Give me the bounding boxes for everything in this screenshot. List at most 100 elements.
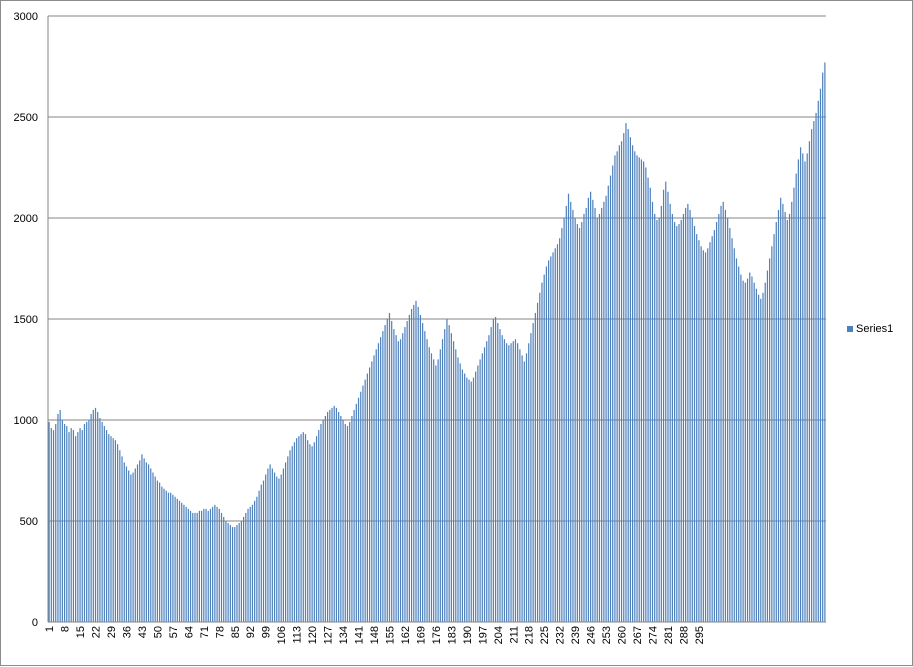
- bar: [212, 506, 214, 622]
- bar: [733, 248, 735, 623]
- y-tick-label: 1500: [14, 314, 38, 326]
- bar: [488, 335, 490, 622]
- bar: [161, 486, 163, 622]
- bar: [514, 339, 517, 622]
- bar: [61, 420, 63, 622]
- bar: [528, 343, 530, 622]
- bar: [335, 407, 338, 622]
- bar: [119, 450, 121, 622]
- bar: [307, 440, 309, 622]
- bar: [324, 415, 326, 622]
- bar: [52, 430, 55, 622]
- bar: [284, 462, 287, 622]
- x-tick-label: 197: [477, 626, 489, 644]
- y-tick-label: 1000: [14, 415, 38, 427]
- bar: [384, 325, 386, 622]
- bar: [395, 335, 397, 622]
- bar: [333, 405, 335, 622]
- bar: [245, 512, 247, 622]
- bar: [715, 222, 718, 623]
- bar: [682, 213, 685, 622]
- bar: [249, 506, 251, 622]
- bar: [698, 240, 700, 622]
- bar: [536, 302, 539, 622]
- bar: [711, 236, 713, 622]
- bar: [744, 282, 746, 622]
- bar: [216, 506, 218, 622]
- bar: [163, 488, 165, 622]
- bar: [731, 238, 733, 622]
- bar: [647, 177, 649, 622]
- bar: [746, 278, 749, 622]
- bar: [548, 260, 550, 622]
- bar: [50, 428, 52, 622]
- bar: [521, 355, 523, 622]
- bar: [391, 321, 393, 622]
- bar: [667, 191, 669, 623]
- bar: [444, 329, 446, 622]
- x-tick-label: 239: [570, 626, 582, 644]
- bar: [366, 373, 368, 622]
- bar: [393, 329, 395, 622]
- bar: [426, 339, 428, 622]
- bar: [380, 337, 382, 622]
- bar: [534, 312, 536, 622]
- x-tick-label: 183: [446, 626, 458, 644]
- x-tick-label: 204: [493, 626, 505, 644]
- bar: [640, 159, 643, 623]
- x-tick-label: 169: [415, 626, 427, 644]
- bar: [691, 218, 693, 622]
- x-tick-label: 113: [292, 626, 304, 644]
- bar: [819, 88, 822, 623]
- bar: [320, 424, 322, 622]
- bar: [178, 500, 181, 622]
- bar: [552, 252, 554, 622]
- bar: [136, 464, 139, 622]
- bar: [322, 420, 324, 622]
- bar: [722, 201, 724, 622]
- bar: [183, 504, 185, 622]
- bar: [315, 436, 318, 622]
- bar: [775, 222, 777, 623]
- bar: [519, 349, 521, 622]
- bar: [165, 490, 167, 622]
- bar: [475, 371, 477, 622]
- bar: [685, 207, 687, 622]
- bar: [623, 133, 625, 622]
- bar: [764, 282, 766, 622]
- bar: [304, 434, 307, 622]
- bar: [99, 417, 101, 622]
- bar: [262, 480, 265, 622]
- bar: [159, 482, 161, 622]
- bar: [267, 468, 269, 622]
- bar: [147, 464, 150, 622]
- x-tick-label: 218: [524, 626, 536, 644]
- bar: [576, 224, 578, 622]
- bar: [203, 508, 205, 622]
- bar: [508, 345, 510, 622]
- bar: [422, 323, 424, 622]
- x-tick-label: 64: [183, 626, 195, 638]
- x-tick-label: 141: [354, 626, 366, 644]
- bar: [660, 205, 662, 622]
- x-tick-label: 127: [323, 626, 335, 644]
- bar: [799, 147, 802, 623]
- bar: [649, 187, 651, 622]
- bar: [777, 209, 780, 623]
- bar: [125, 466, 128, 622]
- bar: [355, 403, 357, 622]
- bar: [570, 201, 572, 622]
- bar: [362, 385, 364, 622]
- bar: [209, 508, 212, 622]
- bar: [302, 432, 304, 622]
- bar: [351, 415, 353, 622]
- bar: [388, 312, 391, 622]
- bar: [625, 123, 627, 622]
- bar: [300, 434, 302, 622]
- bar: [669, 203, 671, 623]
- bar: [724, 209, 727, 623]
- bar: [346, 426, 349, 622]
- bar: [282, 468, 284, 622]
- bar: [795, 173, 797, 622]
